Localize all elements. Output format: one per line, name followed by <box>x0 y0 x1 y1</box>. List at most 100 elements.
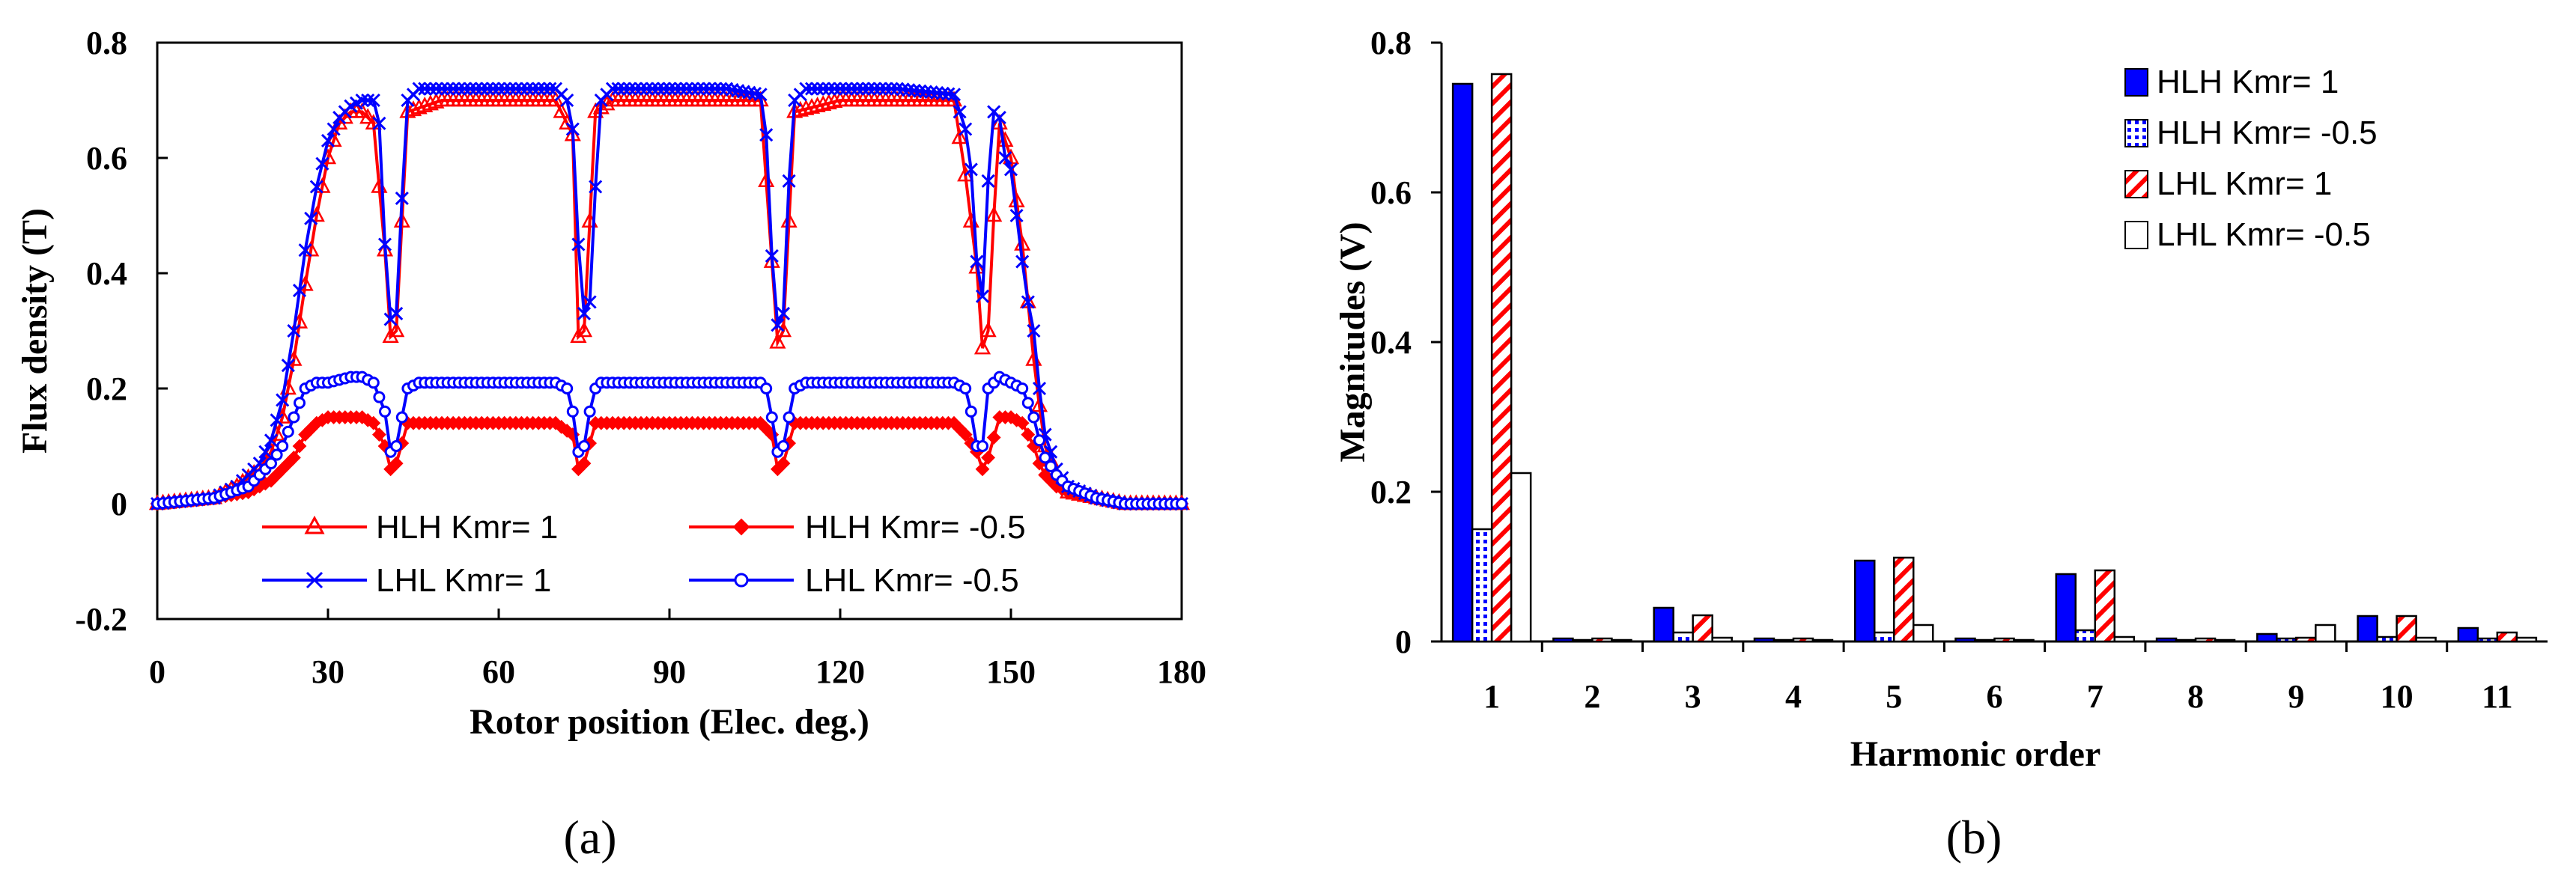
chart-a-point-2 <box>287 323 301 338</box>
chart-b-bar-h8-s3 <box>2214 638 2236 643</box>
chart-a-point-1 <box>958 427 973 442</box>
chart-b-x-tick-label: 7 <box>2087 678 2103 715</box>
chart-b-bar-h8-s2 <box>2194 637 2217 643</box>
chart-a-point-2 <box>622 82 637 96</box>
chart-a-point-3 <box>777 440 789 452</box>
chart-b-bar-h8-s0 <box>2155 637 2178 643</box>
chart-a-point-2 <box>355 93 369 108</box>
chart-a-point-2 <box>998 150 1012 165</box>
chart-a-point-3 <box>390 440 403 452</box>
chart-a-point-0 <box>774 321 792 338</box>
chart-a-point-2 <box>617 82 631 96</box>
chart-b-bar-h10-s3 <box>2415 636 2437 643</box>
chart-a-point-2 <box>833 82 848 96</box>
chart-b-bar-h7-s3 <box>2113 635 2136 643</box>
chart-a-point-2 <box>913 84 927 98</box>
chart-a-y-tick-label: 0 <box>111 486 127 522</box>
chart-b-y-axis-label: Magnitudes (V) <box>1333 222 1373 462</box>
chart-a-point-3 <box>270 448 283 461</box>
chart-a-y-tick-label: 0.2 <box>86 371 127 407</box>
chart-b-bar-h6-s0 <box>1954 637 1976 643</box>
chart-a-y-ticks: -0.2 0 0.2 0.4 0.6 0.8 <box>75 25 168 638</box>
chart-b-bar-h11-s0 <box>2457 627 2479 643</box>
chart-a-x-axis-label: Rotor position (Elec. deg.) <box>470 702 869 742</box>
chart-a-point-2 <box>918 85 933 99</box>
chart-a-point-2 <box>839 82 853 96</box>
chart-a-point-2 <box>708 82 722 96</box>
chart-a-point-2 <box>964 162 978 177</box>
chart-a-point-3 <box>395 411 408 424</box>
chart-a-point-3 <box>1016 382 1029 394</box>
chart-a-point-2 <box>270 413 284 427</box>
chart-a-point-2 <box>326 122 341 136</box>
chart-a-point-2 <box>497 82 511 96</box>
chart-a-point-0 <box>353 102 371 118</box>
chart-a-point-2 <box>924 85 938 100</box>
chart-a-x-tick-label: 120 <box>815 653 865 690</box>
chart-a-point-0 <box>792 100 809 117</box>
chart-a-point-2 <box>480 82 494 96</box>
chart-a-point-2 <box>315 156 329 171</box>
chart-a-point-2 <box>423 82 437 96</box>
chart-a-point-0 <box>359 108 377 124</box>
chart-b-x-tick-label: 8 <box>2187 678 2204 715</box>
chart-a-x-ticks: 0 30 60 90 120 150 180 <box>149 609 1206 690</box>
chart-a-point-2 <box>776 306 791 320</box>
chart-a-point-2 <box>412 82 426 96</box>
chart-b-y-tick-label: 0.4 <box>1370 324 1412 361</box>
chart-b-bar-h4-s1 <box>1772 638 1795 643</box>
chart-b-bar-h9-s0 <box>2256 632 2278 643</box>
legend-lhl-kmr-1: LHL Kmr= 1 <box>376 562 551 599</box>
chart-a-y-tick-label: 0.4 <box>86 255 127 292</box>
chart-a-point-2 <box>452 82 466 96</box>
legend-circle-marker <box>734 573 749 588</box>
chart-b-bar-h5-s3 <box>1912 624 1934 643</box>
chart-a-point-3 <box>566 405 579 418</box>
chart-b-bar-h1-s2 <box>1490 73 1513 643</box>
chart-a-point-2 <box>589 180 603 194</box>
chart-a-point-2 <box>992 111 1006 125</box>
chart-a-point-2 <box>583 295 597 309</box>
chart-a-point-0 <box>798 99 815 115</box>
chart-a-point-0 <box>979 321 997 338</box>
chart-a-point-2 <box>810 82 824 96</box>
chart-a-point-2 <box>503 82 517 96</box>
chart-b-bar-h1-s1 <box>1471 528 1493 643</box>
chart-b-bar-h2-s1 <box>1572 638 1594 643</box>
chart-a-point-2 <box>298 243 312 257</box>
chart-a-point-1 <box>975 462 990 477</box>
chart-a-point-3 <box>294 397 306 409</box>
chart-a-point-2 <box>395 191 409 205</box>
chart-a-point-2 <box>645 82 660 96</box>
chart-b-x-tick-label: 6 <box>1987 678 2003 715</box>
chart-b-bar-h5-s1 <box>1873 631 1895 643</box>
legend-b-lhl-kmr-neg05: LHL Kmr= -0.5 <box>2157 216 2371 253</box>
chart-a-point-2 <box>377 237 392 252</box>
chart-b-legend: HLH Kmr= 1 HLH Kmr= -0.5 LHL Kmr= 1 LHL … <box>2124 64 2378 253</box>
chart-a-point-3 <box>1039 451 1051 464</box>
chart-a-point-2 <box>890 82 905 96</box>
chart-a-point-2 <box>861 82 876 96</box>
chart-a-point-2 <box>440 82 455 96</box>
chart-a-x-tick-label: 60 <box>482 653 515 690</box>
chart-a-point-2 <box>690 82 705 96</box>
chart-b-y-tick-label: 0.6 <box>1370 174 1412 211</box>
chart-a-point-0 <box>553 102 570 118</box>
chart-a-point-0 <box>428 92 445 109</box>
chart-a-point-2 <box>1032 381 1047 396</box>
chart-b-x-tick-label: 2 <box>1584 678 1600 715</box>
chart-b-bar-h5-s2 <box>1892 556 1915 643</box>
chart-a-point-2 <box>771 318 785 332</box>
chart-a-point-2 <box>804 82 819 96</box>
chart-b-bar-h3-s3 <box>1711 636 1733 643</box>
chart-a-point-2 <box>264 433 279 448</box>
legend-x-marker <box>306 571 323 589</box>
legend-lhl-kmr-neg05: LHL Kmr= -0.5 <box>805 562 1019 599</box>
chart-b-bar-h4-s2 <box>1792 637 1814 643</box>
chart-a-point-2 <box>702 82 717 96</box>
chart-a-point-2 <box>930 85 944 100</box>
chart-a-point-2 <box>878 82 893 96</box>
chart-a-point-2 <box>799 82 813 96</box>
chart-a-point-2 <box>292 284 307 298</box>
chart-a-point-1 <box>1015 415 1030 430</box>
